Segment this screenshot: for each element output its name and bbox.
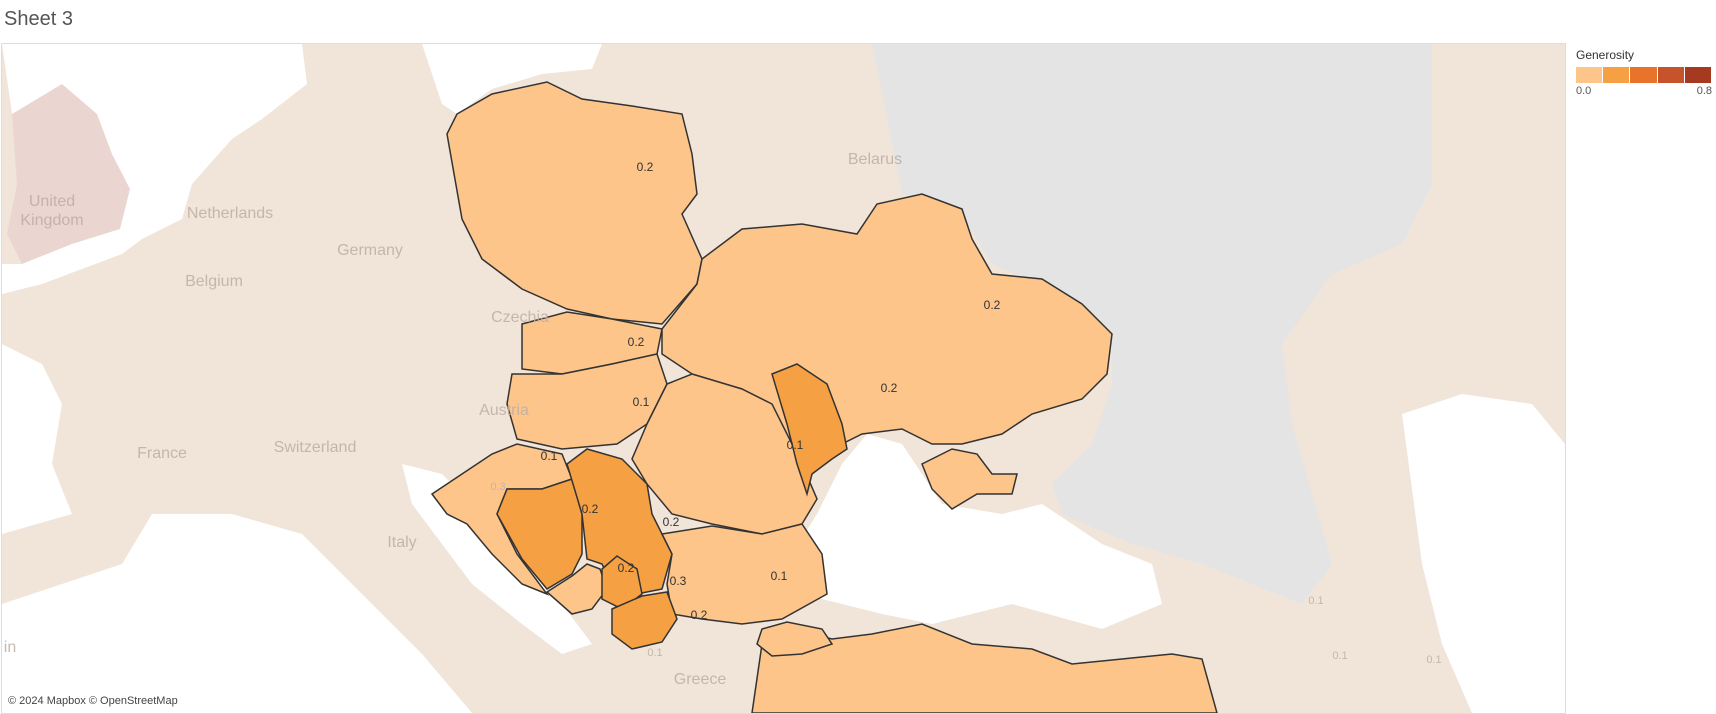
map-attribution[interactable]: © 2024 Mapbox © OpenStreetMap	[8, 695, 178, 707]
value-bg-5: 0.3	[490, 481, 505, 493]
map-canvas[interactable]: United Kingdom Netherlands Germany Belgi…	[2, 44, 1565, 713]
region-label-serbia: 0.2	[663, 515, 680, 529]
label-belarus: Belarus	[848, 151, 902, 168]
region-label-moldova: 0.2	[881, 381, 898, 395]
region-poland[interactable]	[446, 81, 703, 325]
mediterranean-sea	[2, 514, 472, 713]
region-turkey-thrace[interactable]	[756, 621, 834, 657]
atlantic-sea	[2, 344, 72, 534]
region-label-bulgaria: 0.1	[771, 569, 788, 583]
map-view[interactable]: United Kingdom Netherlands Germany Belgi…	[1, 43, 1566, 714]
region-romania[interactable]	[631, 373, 818, 535]
region-turkey[interactable]	[751, 623, 1218, 713]
sheet-title: Sheet 3	[4, 8, 73, 30]
region-kosovo[interactable]	[601, 555, 643, 610]
region-label-kosovo: 0.3	[670, 574, 687, 588]
label-france: France	[137, 445, 187, 462]
region-crimea[interactable]	[921, 448, 1018, 510]
region-label-bosnia: 0.2	[582, 502, 599, 516]
region-label-poland: 0.2	[637, 160, 654, 174]
region-north-macedonia[interactable]	[611, 591, 678, 650]
uk-landmass	[7, 84, 130, 264]
region-moldova[interactable]	[771, 363, 848, 497]
north-sea	[2, 44, 307, 294]
label-czechia: Czechia	[491, 309, 549, 326]
region-label-slovakia: 0.2	[628, 335, 645, 349]
label-uk: United	[29, 193, 75, 210]
value-bg-1: 0.1	[1308, 595, 1323, 607]
label-austria: Austria	[479, 402, 529, 419]
legend-max-label: 0.8	[1696, 85, 1712, 97]
label-italy: Italy	[387, 534, 416, 551]
region-label-montenegro: 0.2	[618, 561, 635, 575]
legend-swatch-4	[1657, 67, 1685, 83]
region-bulgaria[interactable]	[660, 523, 828, 625]
label-greece: Greece	[674, 671, 727, 688]
russia-region	[872, 44, 1432, 604]
label-switzerland: Switzerland	[274, 439, 357, 456]
caspian-sea	[1402, 394, 1565, 713]
legend-swatch-3	[1630, 67, 1658, 83]
black-sea	[792, 434, 1162, 629]
legend-swatch-2	[1603, 67, 1631, 83]
label-uk-2: Kingdom	[20, 212, 83, 229]
label-germany: Germany	[337, 242, 403, 259]
region-label-north-macedonia: 0.2	[691, 608, 708, 622]
region-label-croatia: 0.1	[541, 449, 558, 463]
value-bg-3: 0.1	[1426, 654, 1441, 666]
value-bg-2: 0.1	[1332, 650, 1347, 662]
region-label-hungary: 0.1	[633, 395, 650, 409]
legend-title: Generosity	[1576, 48, 1635, 62]
legend-swatch-5	[1684, 67, 1713, 83]
label-belgium: Belgium	[185, 273, 243, 290]
legend-swatch-1	[1576, 67, 1604, 83]
label-netherlands: Netherlands	[187, 205, 273, 222]
value-bg-4: 0.1	[647, 647, 662, 659]
region-label-romania: 0.1	[787, 438, 804, 452]
region-label-ukraine: 0.2	[984, 298, 1001, 312]
baltic-sea	[422, 44, 602, 114]
label-spain-partial: in	[4, 639, 16, 656]
legend-color-bar	[1576, 67, 1713, 83]
color-legend: Generosity 0.0 0.8	[1576, 48, 1713, 97]
legend-min-label: 0.0	[1576, 85, 1592, 97]
region-serbia[interactable]	[566, 448, 673, 595]
region-bosnia[interactable]	[496, 478, 583, 590]
